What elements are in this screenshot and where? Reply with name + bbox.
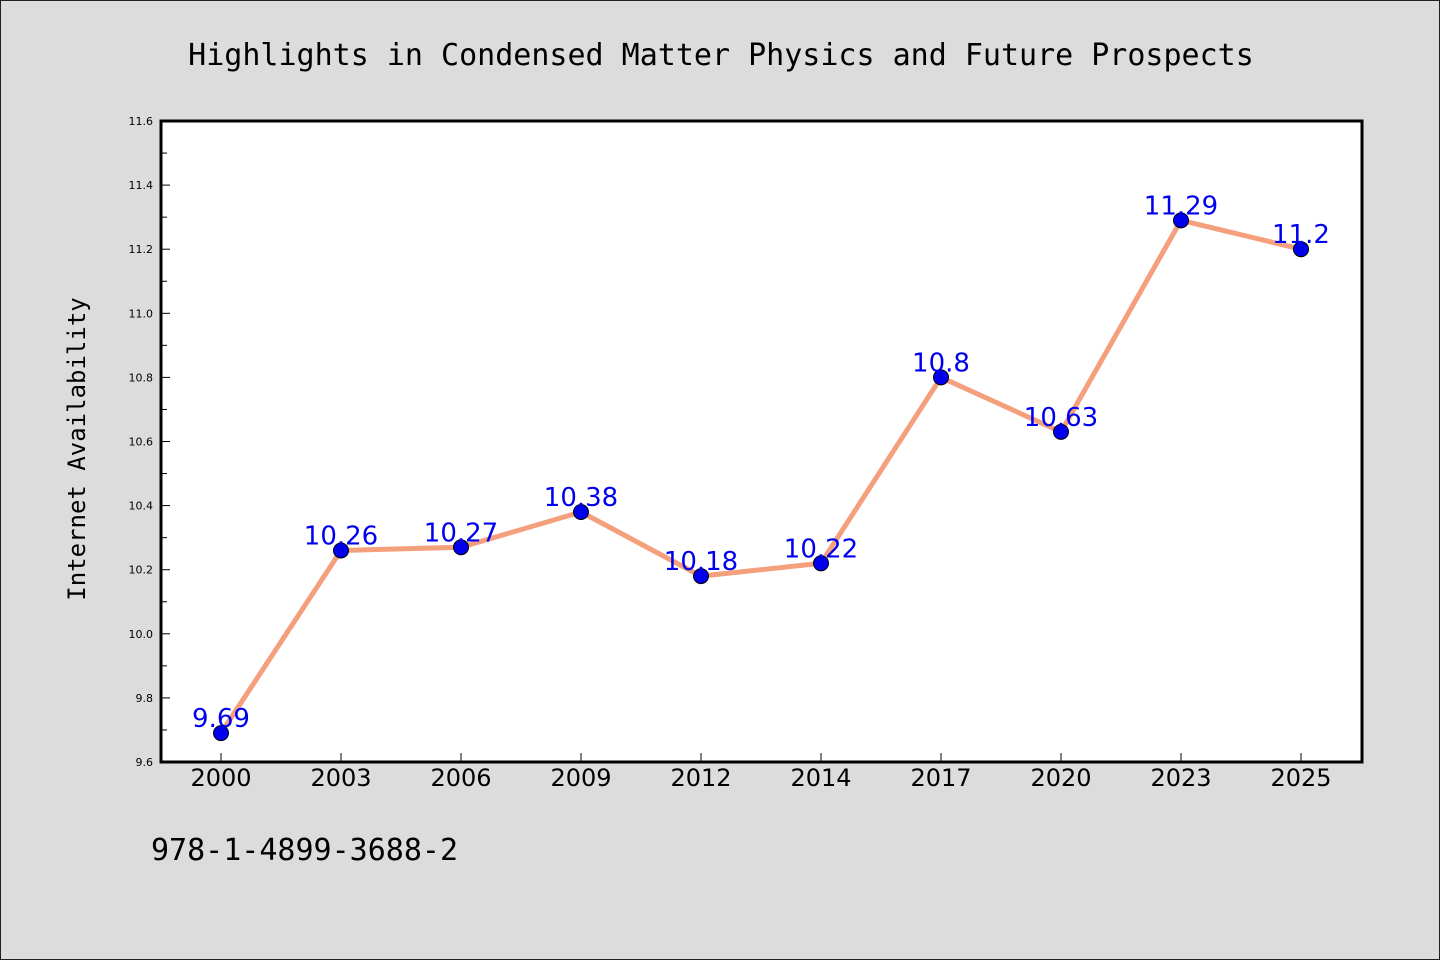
data-point [693, 568, 709, 585]
data-point [453, 539, 469, 556]
data-point [213, 725, 229, 742]
x-tick-label: 2000 [190, 764, 251, 792]
data-label: 10.26 [304, 521, 378, 551]
data-label: 10.22 [784, 534, 858, 564]
y-tick-label: 9.8 [136, 692, 154, 705]
y-tick-label: 10.0 [129, 628, 154, 641]
x-axis: 2000 2003 2006 2009 2012 2014 2017 2020 2023 2025 [190, 753, 1332, 792]
y-axis: 9.6 9.8 10.0 10.2 10.4 10.6 10.8 11.0 11.2 11.4 11… [129, 115, 170, 769]
y-tick-label: 11.2 [129, 243, 154, 256]
x-tick-label: 2020 [1030, 764, 1091, 792]
x-tick-label: 2025 [1270, 764, 1331, 792]
plot-frame [159, 119, 1364, 764]
y-tick-label: 11.6 [129, 115, 154, 128]
x-tick-label: 2017 [910, 764, 971, 792]
data-point [813, 555, 829, 572]
y-axis-label: Internet Availability [63, 297, 91, 600]
plot-area [161, 121, 1362, 762]
y-tick-label: 10.4 [129, 500, 154, 513]
data-label: 10.63 [1024, 403, 1098, 433]
data-point [333, 542, 349, 559]
data-label: 10.18 [664, 547, 738, 577]
data-point [1053, 423, 1069, 440]
data-label: 10.27 [424, 518, 498, 548]
data-label: 11.29 [1144, 191, 1218, 221]
y-tick-label: 9.6 [136, 756, 154, 769]
data-label: 9.69 [192, 704, 250, 734]
x-tick-label: 2009 [550, 764, 611, 792]
data-point [933, 369, 949, 386]
series-line-group [218, 217, 1304, 736]
x-tick-label: 2014 [790, 764, 851, 792]
data-labels-group: 9.69 10.26 10.27 10.38 10.18 10.22 10.8 10.63 11… [192, 191, 1330, 734]
x-tick-label: 2006 [430, 764, 491, 792]
chart-title: Highlights in Condensed Matter Physics a… [188, 38, 1254, 73]
data-label: 10.8 [912, 348, 970, 378]
data-label: 10.38 [544, 483, 618, 513]
series-line [218, 217, 1304, 736]
data-point [1173, 212, 1189, 229]
y-tick-label: 10.6 [129, 436, 154, 449]
y-tick-label: 10.2 [129, 564, 154, 577]
x-tick-label: 2012 [670, 764, 731, 792]
data-label: 11.2 [1272, 220, 1330, 250]
isbn-text: 978-1-4899-3688-2 [151, 833, 459, 868]
data-point [1293, 241, 1309, 258]
x-tick-label: 2003 [310, 764, 371, 792]
data-point [573, 504, 589, 521]
y-tick-label: 11.0 [129, 307, 154, 320]
markers-group [213, 212, 1309, 742]
x-tick-label: 2023 [1150, 764, 1211, 792]
y-tick-label: 11.4 [129, 179, 154, 192]
y-tick-label: 10.8 [129, 371, 154, 384]
